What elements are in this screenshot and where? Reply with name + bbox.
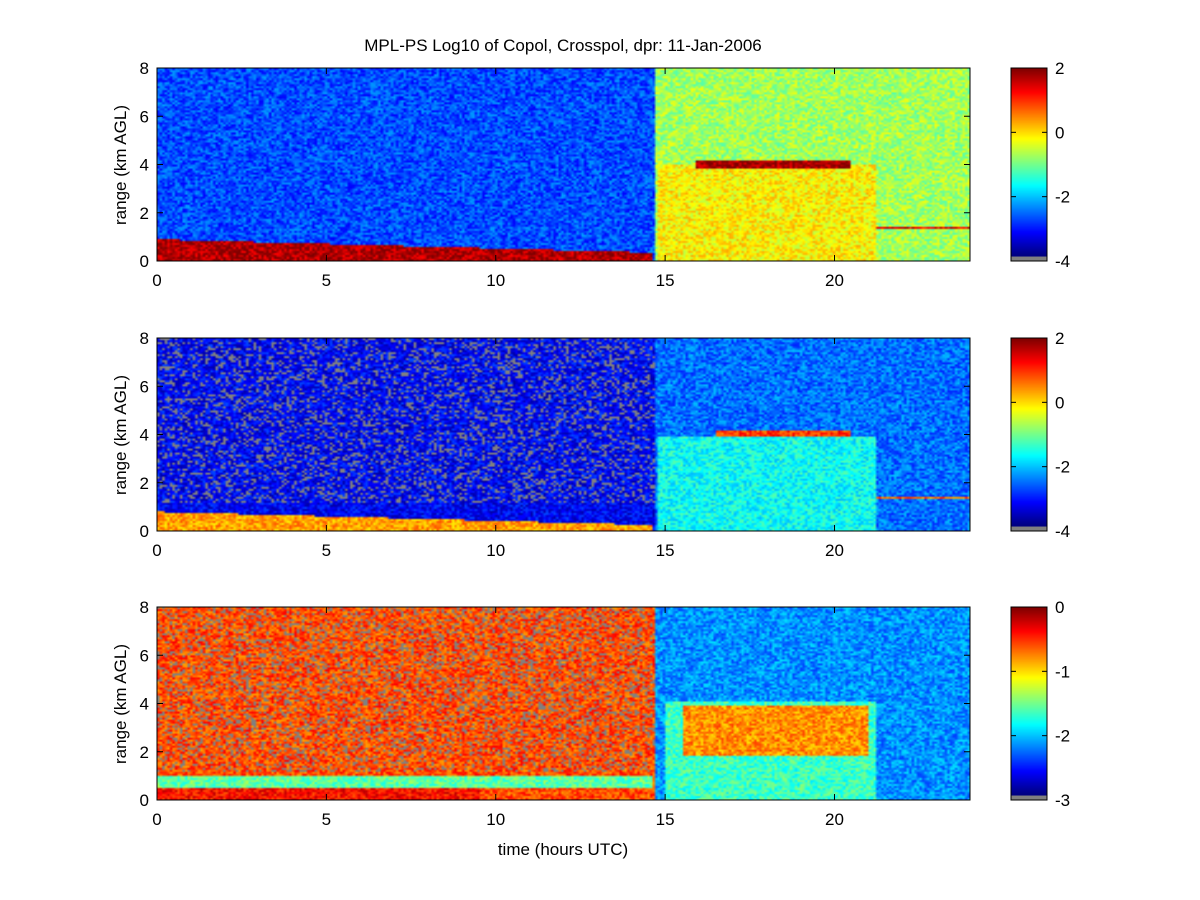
colorbar-tick-label: -4 [1055, 252, 1070, 271]
x-tick-label: 10 [486, 271, 505, 290]
x-tick-label: 20 [825, 541, 844, 560]
x-tick-label: 5 [322, 541, 331, 560]
y-tick-label: 6 [140, 646, 149, 665]
y-tick-label: 0 [140, 791, 149, 810]
y-tick-label: 0 [140, 252, 149, 271]
y-tick-label: 6 [140, 377, 149, 396]
panel-2-colorbar-frame [1010, 337, 1048, 532]
panel-3-colorbar [1011, 607, 1047, 800]
panel-1-colorbar-frame [1010, 67, 1048, 262]
x-tick-label: 20 [825, 810, 844, 829]
panel-2-heatmap [157, 338, 970, 531]
y-tick-label: 4 [140, 156, 149, 175]
colorbar-tick-label: -3 [1055, 791, 1070, 810]
y-tick-label: 6 [140, 107, 149, 126]
y-tick-label: 8 [140, 329, 149, 348]
colorbar-tick-label: -4 [1055, 522, 1070, 541]
x-tick-label: 15 [656, 271, 675, 290]
colorbar-tick-label: 0 [1055, 598, 1064, 617]
panel-2-colorbar-ticks: -4 -2 0 2 [1011, 329, 1070, 541]
x-tick-label: 0 [152, 541, 161, 560]
panel-3-ticks: 0 5 10 15 20 0 2 4 6 8 [140, 598, 970, 829]
panel-2: range (km AGL) 0 5 10 15 20 0 2 4 6 8 -4 -2 0 2 [111, 329, 1070, 560]
colorbar-tick-label: -2 [1055, 727, 1070, 746]
x-tick-label: 0 [152, 271, 161, 290]
figure-xlabel: time (hours UTC) [498, 840, 628, 859]
x-tick-label: 0 [152, 810, 161, 829]
panel-1-ylabel: range (km AGL) [111, 105, 130, 225]
colorbar-tick-label: -2 [1055, 188, 1070, 207]
x-tick-label: 15 [656, 810, 675, 829]
x-tick-label: 10 [486, 541, 505, 560]
panel-3-ylabel: range (km AGL) [111, 644, 130, 764]
panel-3-colorbar-ticks: -3 -2 -1 0 [1011, 598, 1070, 810]
panel-1-ticks: 0 5 10 15 20 0 2 4 6 8 [140, 59, 970, 290]
panel-2-colorbar [1011, 338, 1047, 531]
panel-1-heatmap [157, 68, 970, 261]
y-tick-label: 2 [140, 743, 149, 762]
colorbar-tick-label: -2 [1055, 458, 1070, 477]
y-tick-label: 0 [140, 522, 149, 541]
y-tick-label: 8 [140, 59, 149, 78]
colorbar-tick-label: 2 [1055, 59, 1064, 78]
panel-1-colorbar [1011, 68, 1047, 261]
panel-3-heatmap [157, 607, 970, 800]
figure-title: MPL-PS Log10 of Copol, Crosspol, dpr: 11… [364, 36, 762, 55]
panel-1-colorbar-ticks: -4 -2 0 2 [1011, 59, 1070, 271]
y-tick-label: 8 [140, 598, 149, 617]
panel-3: range (km AGL) 0 5 10 15 20 0 2 4 6 8 -3 -2 -1 0 [111, 598, 1070, 829]
y-tick-label: 2 [140, 474, 149, 493]
y-tick-label: 2 [140, 204, 149, 223]
colorbar-tick-label: 2 [1055, 329, 1064, 348]
panel-2-ylabel: range (km AGL) [111, 375, 130, 495]
panel-1: range (km AGL) 0 5 10 15 20 0 2 4 6 8 -4 -2 0 2 [111, 59, 1070, 290]
x-tick-label: 15 [656, 541, 675, 560]
panel-2-ticks: 0 5 10 15 20 0 2 4 6 8 [140, 329, 970, 560]
colorbar-tick-label: -1 [1055, 662, 1070, 681]
x-tick-label: 10 [486, 810, 505, 829]
y-tick-label: 4 [140, 426, 149, 445]
y-tick-label: 4 [140, 695, 149, 714]
x-tick-label: 5 [322, 271, 331, 290]
x-tick-label: 5 [322, 810, 331, 829]
panel-3-colorbar-frame [1010, 606, 1048, 801]
colorbar-tick-label: 0 [1055, 393, 1064, 412]
x-tick-label: 20 [825, 271, 844, 290]
colorbar-tick-label: 0 [1055, 123, 1064, 142]
